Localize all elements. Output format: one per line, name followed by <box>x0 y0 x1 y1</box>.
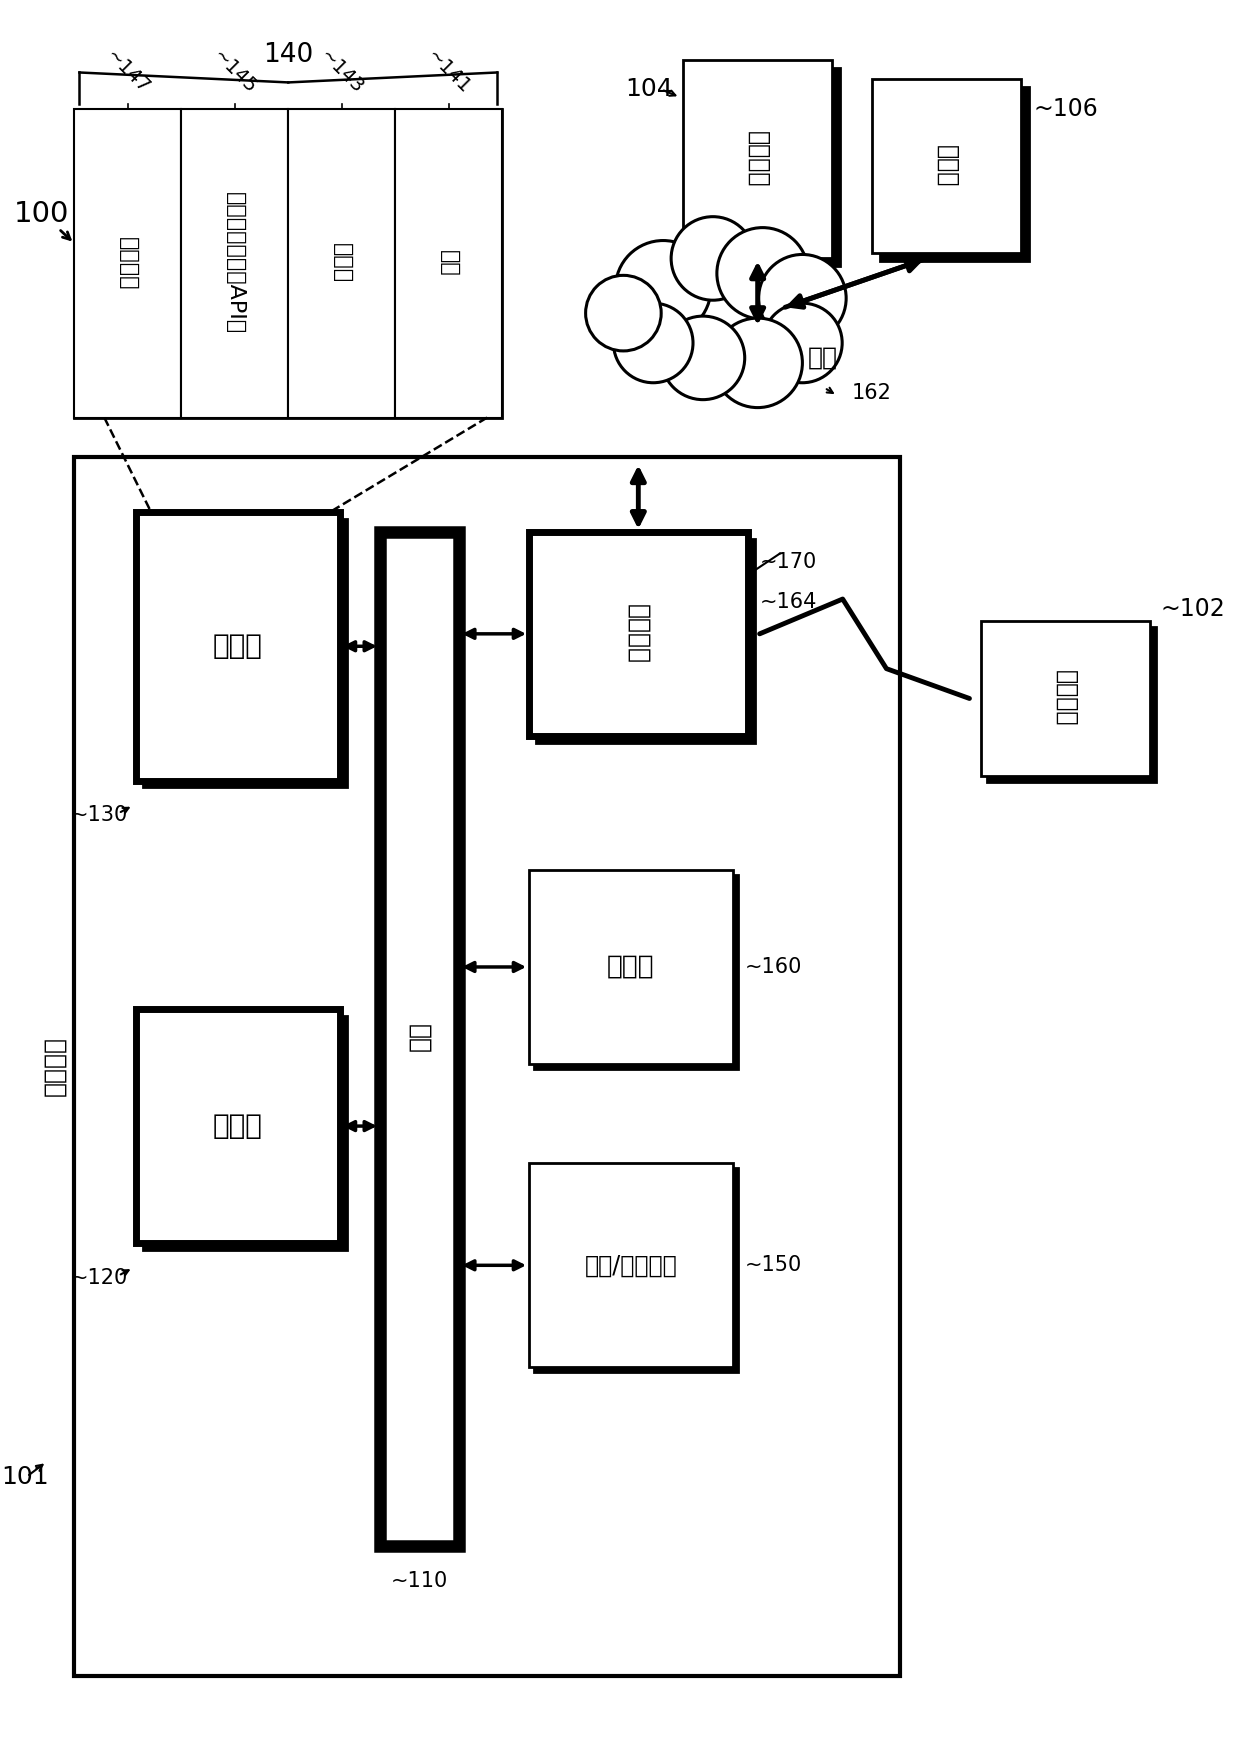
Bar <box>143 518 347 787</box>
Circle shape <box>585 276 661 351</box>
Circle shape <box>759 255 846 342</box>
Text: ~143: ~143 <box>316 45 367 98</box>
Text: ~110: ~110 <box>391 1570 448 1591</box>
Bar <box>74 110 502 417</box>
Text: 电子装置: 电子装置 <box>1054 670 1078 726</box>
Text: ~145: ~145 <box>210 45 260 98</box>
Text: ~150: ~150 <box>745 1255 802 1276</box>
Text: ~147: ~147 <box>102 45 154 98</box>
Bar <box>181 110 288 417</box>
Bar <box>529 871 733 1064</box>
Bar <box>136 1009 340 1242</box>
Text: 内核: 内核 <box>439 250 459 277</box>
Text: ~120: ~120 <box>71 1267 128 1288</box>
Bar <box>396 110 502 417</box>
Text: ~160: ~160 <box>745 956 802 977</box>
Bar <box>136 511 340 780</box>
Bar <box>872 80 1022 253</box>
Bar <box>987 628 1157 782</box>
Text: 101: 101 <box>1 1464 48 1488</box>
Text: 104: 104 <box>625 77 673 101</box>
Bar <box>534 874 738 1070</box>
Bar <box>981 621 1151 775</box>
Text: ~102: ~102 <box>1161 597 1225 621</box>
Bar <box>288 110 396 417</box>
Circle shape <box>671 216 755 300</box>
Text: ~164: ~164 <box>760 592 817 611</box>
Bar <box>880 87 1029 262</box>
Text: 电子装置: 电子装置 <box>42 1037 67 1096</box>
Text: 显示器: 显示器 <box>608 955 655 981</box>
Bar <box>379 532 459 1546</box>
Bar <box>536 539 755 743</box>
Text: 140: 140 <box>263 42 314 68</box>
Text: 100: 100 <box>14 199 69 227</box>
Bar <box>74 110 181 417</box>
Bar <box>691 68 841 267</box>
Bar <box>529 1164 733 1368</box>
Text: 应用编程接口（API）: 应用编程接口（API） <box>224 192 244 335</box>
Circle shape <box>713 318 802 408</box>
Text: ~130: ~130 <box>71 806 128 825</box>
Bar <box>683 59 832 258</box>
Circle shape <box>615 241 711 337</box>
Text: 网络: 网络 <box>807 346 837 370</box>
Text: 输入/输出接口: 输入/输出接口 <box>584 1253 677 1277</box>
Text: ~106: ~106 <box>1033 98 1097 120</box>
Text: 总线: 总线 <box>408 1024 432 1054</box>
Text: 162: 162 <box>852 382 892 403</box>
Bar <box>74 457 900 1675</box>
Text: 电子装置: 电子装置 <box>745 131 770 187</box>
Text: 中间件: 中间件 <box>332 243 352 283</box>
Text: 处理器: 处理器 <box>213 1112 263 1139</box>
Text: 服务器: 服务器 <box>935 145 959 188</box>
Circle shape <box>661 316 745 400</box>
Text: 应用程序: 应用程序 <box>118 237 138 290</box>
Bar <box>143 1016 347 1249</box>
Bar <box>534 1169 738 1372</box>
Text: 存储器: 存储器 <box>213 632 263 660</box>
Circle shape <box>763 304 842 382</box>
Circle shape <box>614 304 693 382</box>
Text: ~170: ~170 <box>760 551 817 572</box>
Bar <box>529 532 748 736</box>
Text: ~141: ~141 <box>423 45 474 98</box>
Text: 通信接口: 通信接口 <box>626 604 650 663</box>
Circle shape <box>717 227 808 319</box>
